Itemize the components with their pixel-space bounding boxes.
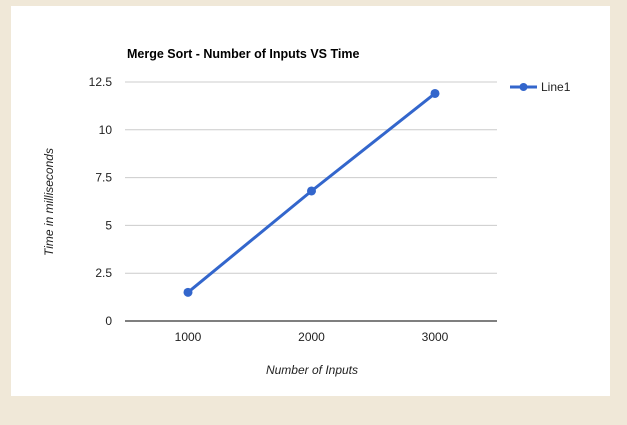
y-axis-label: Time in milliseconds [42,148,56,256]
data-point[interactable] [183,287,193,297]
x-tick-label: 2000 [298,330,325,344]
x-tick-label: 1000 [175,330,202,344]
y-tick-label: 10 [99,123,113,137]
y-tick-label: 7.5 [95,171,112,185]
x-tick-labels: 1000 2000 3000 [175,330,449,344]
legend-marker [519,83,528,91]
legend: Line1 [510,80,571,94]
y-tick-label: 5 [105,218,112,232]
series-group [183,88,440,297]
legend-entry-line1: Line1 [541,80,571,94]
y-tick-labels: 0 2.5 5 7.5 10 12.5 [89,75,113,328]
chart-title: Merge Sort - Number of Inputs VS Time [127,47,359,61]
gridlines [125,81,497,322]
x-tick-label: 3000 [422,330,449,344]
chart-panel [11,6,610,396]
data-point[interactable] [430,88,440,98]
data-point[interactable] [307,186,316,196]
y-tick-label: 0 [105,314,112,328]
y-tick-label: 12.5 [89,75,113,89]
x-axis-label: Number of Inputs [266,363,358,377]
y-tick-label: 2.5 [95,266,112,280]
